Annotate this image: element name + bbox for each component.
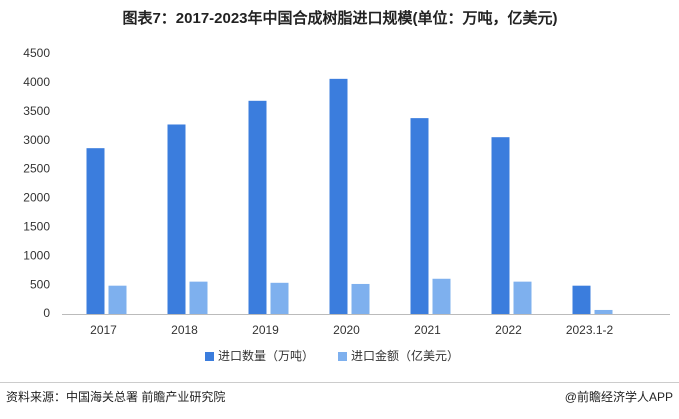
y-tick-label: 500 [30, 277, 50, 291]
bar [189, 281, 208, 314]
y-tick-label: 1000 [23, 248, 50, 262]
bar [329, 78, 348, 314]
y-tick-label: 4500 [23, 46, 50, 60]
bar [513, 281, 532, 314]
y-tick-label: 2500 [23, 162, 50, 176]
bar [351, 283, 370, 314]
x-tick-label: 2018 [171, 323, 198, 337]
x-tick-label: 2021 [414, 323, 441, 337]
legend-label: 进口金额（亿美元） [351, 348, 459, 363]
bar [594, 309, 613, 314]
y-tick-label: 0 [43, 306, 50, 320]
credit: @前瞻经济学人APP [565, 389, 673, 404]
bar [248, 100, 267, 314]
x-tick-label: 2020 [333, 323, 360, 337]
x-tick-label: 2023.1-2 [566, 323, 614, 337]
bar [108, 285, 127, 314]
bar [572, 285, 591, 314]
x-tick-label: 2017 [90, 323, 117, 337]
bar [167, 124, 186, 314]
bar [410, 118, 429, 314]
bar [270, 282, 289, 314]
bar [432, 278, 451, 314]
y-tick-label: 3000 [23, 133, 50, 147]
legend-swatch [205, 352, 214, 361]
x-tick-label: 2019 [252, 323, 279, 337]
y-tick-label: 3500 [23, 104, 50, 118]
bar [86, 148, 105, 314]
x-tick-label: 2022 [495, 323, 522, 337]
y-tick-label: 4000 [23, 75, 50, 89]
chart-title: 图表7：2017-2023年中国合成树脂进口规模(单位：万吨，亿美元) [122, 9, 557, 27]
legend-label: 进口数量（万吨） [218, 348, 314, 363]
y-tick-label: 2000 [23, 191, 50, 205]
y-tick-label: 1500 [23, 220, 50, 234]
legend-swatch [338, 352, 347, 361]
bar [491, 137, 510, 314]
source: 资料来源：中国海关总署 前瞻产业研究院 [6, 389, 225, 404]
